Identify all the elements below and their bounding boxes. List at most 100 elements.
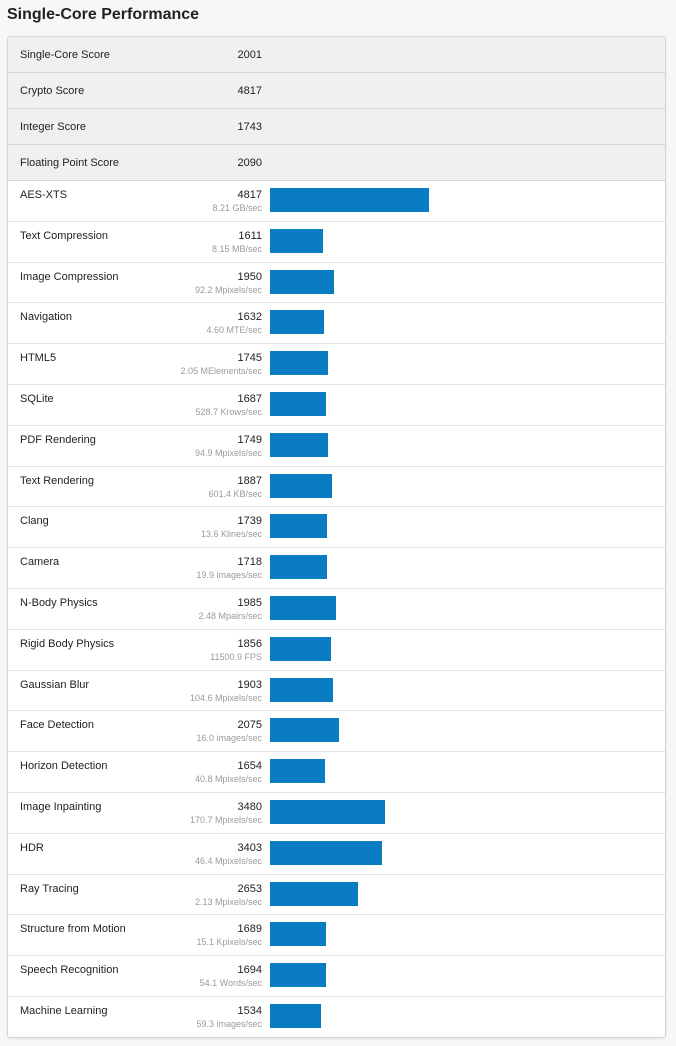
benchmark-rate: 104.6 Mpixels/sec	[189, 692, 262, 703]
benchmark-name: Text Rendering	[20, 474, 94, 487]
score-bar	[270, 391, 326, 416]
benchmark-rate: 54.1 Words/sec	[199, 978, 262, 989]
benchmark-rate: 601.4 KB/sec	[208, 488, 262, 499]
benchmark-row: Ray Tracing 2653 2.13 Mpixels/sec	[8, 874, 665, 916]
score-bar-track	[270, 922, 650, 947]
benchmark-row: Machine Learning 1534 59.3 images/sec	[8, 996, 665, 1037]
score-bar	[270, 922, 326, 947]
benchmark-rate: 46.4 Mpixels/sec	[194, 855, 262, 866]
benchmark-score: 1611	[238, 229, 262, 242]
benchmark-score: 1903	[237, 678, 262, 691]
summary-label: Floating Point Score	[20, 157, 120, 169]
benchmark-score: 4817	[237, 189, 262, 201]
benchmark-rate: 4.60 MTE/sec	[206, 325, 262, 336]
score-bar	[270, 840, 382, 865]
benchmark-name: HDR	[20, 841, 44, 854]
benchmark-score: 1985	[237, 596, 262, 609]
benchmark-score: 1887	[237, 474, 262, 487]
benchmark-score: 3403	[237, 841, 262, 854]
benchmark-score: 1687	[237, 392, 262, 405]
score-bar	[270, 677, 333, 702]
benchmark-rate: 2.48 Mpairs/sec	[198, 610, 262, 621]
benchmark-rate: 16.0 images/sec	[196, 733, 262, 744]
score-bar-track	[270, 555, 650, 580]
benchmark-score: 2075	[237, 719, 262, 732]
benchmark-rate: 528.7 Krows/sec	[195, 406, 262, 417]
benchmark-rate: 2.13 Mpixels/sec	[194, 896, 262, 907]
score-bar	[270, 473, 332, 498]
score-bar-track	[270, 799, 650, 824]
benchmark-row: Speech Recognition 1694 54.1 Words/sec	[8, 956, 665, 997]
benchmark-row: Horizon Detection 1654 40.8 Mpixels/sec	[8, 752, 665, 793]
benchmark-list: AES-XTS 4817 8.21 GB/sec Text Compression 16…	[8, 181, 665, 1037]
benchmark-name: N-Body Physics	[20, 596, 98, 609]
benchmark-rate: 40.8 Mpixels/sec	[194, 774, 262, 785]
benchmark-name: Camera	[20, 556, 60, 569]
benchmark-row: Text Rendering 1887 601.4 KB/sec	[8, 466, 665, 508]
score-bar-track	[270, 188, 650, 212]
score-bar-track	[270, 310, 650, 335]
score-bar-track	[270, 595, 650, 620]
benchmark-row: HTML5 1745 2.05 MElements/sec	[8, 344, 665, 385]
score-bar	[270, 718, 339, 743]
benchmark-score: 1745	[237, 352, 262, 365]
benchmark-score: 1632	[237, 311, 262, 324]
benchmark-name: Image Compression	[20, 270, 119, 283]
summary-row-floating-point: Floating Point Score 2090	[8, 145, 665, 181]
score-bar-track	[270, 269, 650, 294]
benchmark-name: Image Inpainting	[20, 800, 102, 813]
benchmark-rate: 13.6 Klines/sec	[200, 529, 262, 540]
benchmark-score: 1856	[237, 637, 262, 650]
benchmark-rate: 94.9 Mpixels/sec	[194, 447, 262, 458]
benchmark-rate: 2.05 MElements/sec	[180, 366, 262, 377]
benchmark-score: 1534	[237, 1004, 262, 1017]
score-bar-track	[270, 677, 650, 702]
benchmark-name: Gaussian Blur	[20, 678, 90, 691]
benchmark-name: Text Compression	[20, 229, 109, 242]
score-bar	[270, 351, 328, 376]
benchmark-score: 2653	[237, 882, 262, 895]
benchmark-name: Clang	[20, 515, 49, 528]
benchmark-rate: 8.21 GB/sec	[212, 203, 262, 213]
benchmark-row: Image Compression 1950 92.2 Mpixels/sec	[8, 262, 665, 304]
benchmark-score: 1694	[237, 964, 262, 977]
benchmark-name: Horizon Detection	[20, 760, 108, 773]
benchmark-row: Clang 1739 13.6 Klines/sec	[8, 507, 665, 549]
benchmark-score: 1689	[237, 923, 262, 936]
benchmark-row: Face Detection 2075 16.0 images/sec	[8, 711, 665, 753]
score-bar	[270, 636, 331, 661]
benchmark-score: 1749	[237, 433, 262, 446]
score-bar	[270, 228, 323, 253]
benchmark-row: Gaussian Blur 1903 104.6 Mpixels/sec	[8, 670, 665, 712]
score-bar-track	[270, 514, 650, 539]
score-bar-track	[270, 636, 650, 661]
summary-row-crypto: Crypto Score 4817	[8, 73, 665, 109]
summary-score: 4817	[237, 85, 262, 97]
benchmark-rate: 19.9 images/sec	[196, 570, 262, 581]
benchmark-row: SQLite 1687 528.7 Krows/sec	[8, 384, 665, 426]
benchmark-row: Structure from Motion 1689 15.1 Kpixels/se…	[8, 915, 665, 957]
benchmark-rate: 170.7 Mpixels/sec	[189, 814, 262, 825]
benchmark-score: 1739	[237, 515, 262, 528]
benchmark-name: Structure from Motion	[20, 923, 126, 936]
score-bar-track	[270, 718, 650, 743]
summary-score: 1743	[237, 121, 262, 133]
benchmark-name: PDF Rendering	[20, 433, 96, 446]
summary-row-single-core: Single-Core Score 2001	[8, 37, 665, 73]
benchmark-rate: 8.15 MB/sec	[211, 243, 262, 254]
page-title: Single-Core Performance	[7, 6, 200, 23]
score-bar	[270, 963, 326, 988]
summary-row-integer: Integer Score 1743	[8, 109, 665, 145]
score-bar-track	[270, 351, 650, 376]
benchmark-name: Ray Tracing	[20, 882, 79, 895]
score-bar	[270, 595, 336, 620]
benchmark-name: AES-XTS	[20, 189, 68, 201]
benchmark-score: 1718	[237, 556, 262, 569]
score-bar-track	[270, 391, 650, 416]
score-bar	[270, 799, 385, 824]
score-bar-track	[270, 759, 650, 784]
score-bar-track	[270, 881, 650, 906]
score-bar	[270, 881, 358, 906]
benchmark-name: Speech Recognition	[20, 964, 119, 977]
benchmark-rate: 59.3 images/sec	[196, 1018, 262, 1029]
